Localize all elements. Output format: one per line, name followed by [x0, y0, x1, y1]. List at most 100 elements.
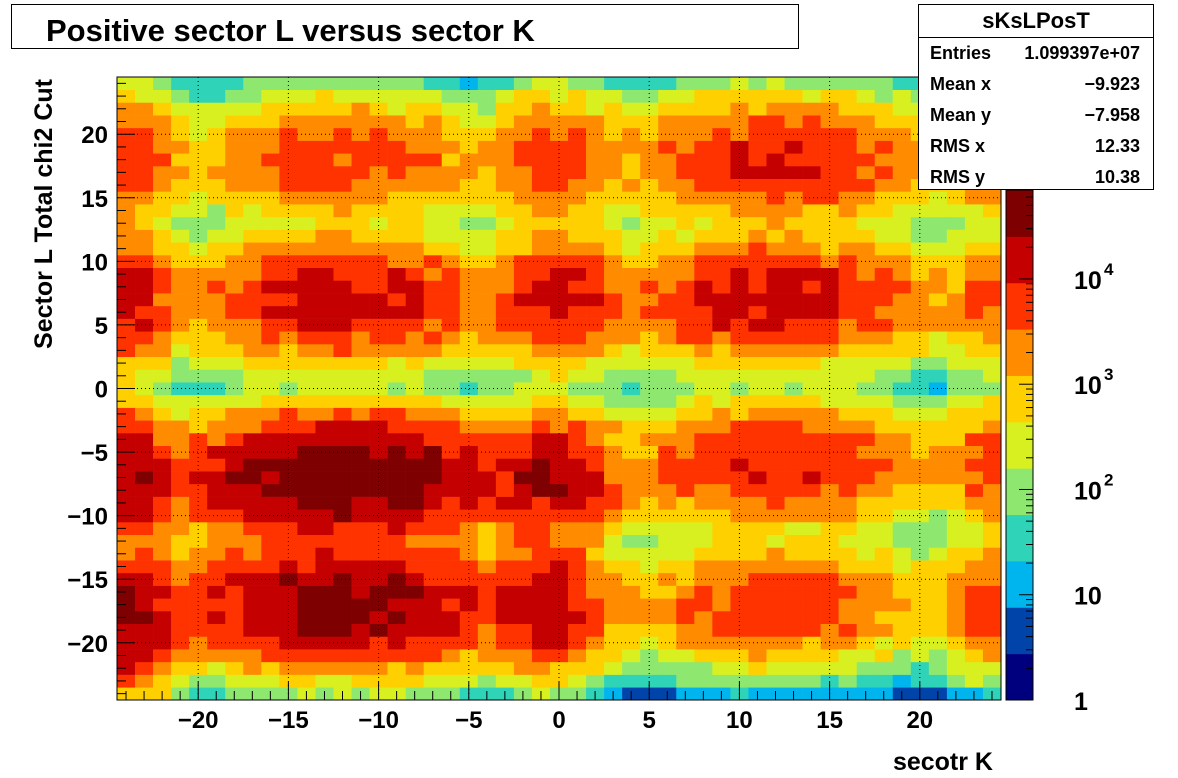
heatmap-cell	[513, 204, 533, 218]
heatmap-cell	[874, 522, 894, 536]
heatmap-cell	[351, 89, 370, 103]
heatmap-cell	[910, 305, 930, 319]
heatmap-cell	[982, 636, 1002, 650]
heatmap-cell	[477, 102, 497, 116]
heatmap-cell	[531, 204, 551, 218]
heatmap-cell	[874, 420, 894, 434]
heatmap-cell	[459, 598, 479, 612]
heatmap-cell	[333, 369, 352, 383]
heatmap-cell	[405, 344, 424, 358]
heatmap-cell	[568, 216, 587, 230]
heatmap-cell	[405, 623, 424, 637]
palette-swatch	[1006, 421, 1033, 469]
heatmap-cell	[549, 127, 569, 141]
heatmap-cell	[568, 547, 587, 561]
heatmap-cell	[874, 572, 894, 586]
heatmap-cell	[856, 407, 876, 421]
heatmap-cell	[838, 344, 857, 358]
heatmap-cell	[658, 394, 677, 408]
heatmap-cell	[748, 649, 767, 663]
heatmap-cell	[982, 572, 1002, 586]
heatmap-cell	[964, 420, 984, 434]
heatmap-cell	[315, 293, 334, 307]
heatmap-cell	[333, 483, 352, 497]
heatmap-cell	[315, 318, 334, 332]
heatmap-cell	[694, 77, 713, 91]
heatmap-cell	[495, 522, 515, 536]
heatmap-cell	[964, 483, 984, 497]
heatmap-cell	[441, 204, 461, 218]
stats-row-mean-y: Mean y −7.958	[919, 100, 1153, 130]
heatmap-cell	[135, 598, 154, 612]
heatmap-cell	[477, 89, 497, 103]
heatmap-cell	[586, 102, 605, 116]
heatmap-cell	[982, 293, 1002, 307]
heatmap-cell	[423, 433, 443, 447]
heatmap-cell	[189, 407, 208, 421]
heatmap-cell	[586, 77, 605, 91]
heatmap-cell	[225, 178, 244, 192]
heatmap-cell	[856, 534, 876, 548]
heatmap-cell	[730, 458, 749, 472]
heatmap-cell	[586, 471, 605, 485]
heatmap-cell	[946, 547, 966, 561]
heatmap-cell	[261, 293, 280, 307]
heatmap-cell	[964, 661, 984, 675]
heatmap-cell	[117, 216, 136, 230]
heatmap-cell	[838, 293, 857, 307]
heatmap-cell	[513, 458, 533, 472]
heatmap-cell	[441, 483, 461, 497]
heatmap-cell	[802, 433, 821, 447]
heatmap-cell	[730, 89, 749, 103]
heatmap-cell	[135, 127, 154, 141]
heatmap-cell	[387, 242, 406, 256]
heatmap-cell	[802, 483, 821, 497]
heatmap-cell	[856, 280, 876, 294]
heatmap-cell	[423, 547, 443, 561]
heatmap-cell	[946, 216, 966, 230]
heatmap-cell	[495, 458, 515, 472]
heatmap-cell	[676, 623, 695, 637]
heatmap-cell	[405, 293, 424, 307]
heatmap-cell	[387, 140, 406, 154]
heatmap-cell	[135, 572, 154, 586]
heatmap-cell	[261, 445, 280, 459]
heatmap-cell	[153, 356, 172, 370]
heatmap-cell	[784, 216, 803, 230]
heatmap-cell	[892, 420, 912, 434]
heatmap-cell	[676, 344, 695, 358]
heatmap-cell	[982, 305, 1002, 319]
heatmap-cell	[513, 255, 533, 269]
heatmap-cell	[874, 433, 894, 447]
heatmap-cell	[802, 255, 821, 269]
heatmap-cell	[243, 140, 262, 154]
heatmap-cell	[730, 242, 749, 256]
heatmap-cell	[838, 127, 857, 141]
heatmap-cell	[279, 483, 298, 497]
heatmap-cell	[261, 115, 280, 129]
heatmap-cell	[586, 611, 605, 625]
heatmap-cell	[243, 674, 262, 688]
heatmap-cell	[441, 623, 461, 637]
heatmap-cell	[604, 153, 623, 167]
heatmap-cell	[658, 356, 677, 370]
heatmap-cell	[568, 483, 587, 497]
heatmap-cell	[459, 89, 479, 103]
heatmap-cell	[243, 534, 262, 548]
heatmap-cell	[477, 305, 497, 319]
heatmap-cell	[513, 242, 533, 256]
heatmap-cell	[495, 242, 515, 256]
heatmap-cell	[964, 623, 984, 637]
heatmap-cell	[441, 611, 461, 625]
heatmap-cell	[784, 649, 803, 663]
heatmap-cell	[225, 127, 244, 141]
heatmap-cell	[622, 255, 641, 269]
heatmap-cell	[802, 153, 821, 167]
heatmap-cell	[766, 496, 785, 510]
heatmap-cell	[928, 394, 948, 408]
heatmap-cell	[153, 598, 172, 612]
heatmap-cell	[477, 611, 497, 625]
heatmap-cell	[640, 267, 659, 281]
heatmap-cell	[820, 585, 839, 599]
heatmap-cell	[243, 153, 262, 167]
